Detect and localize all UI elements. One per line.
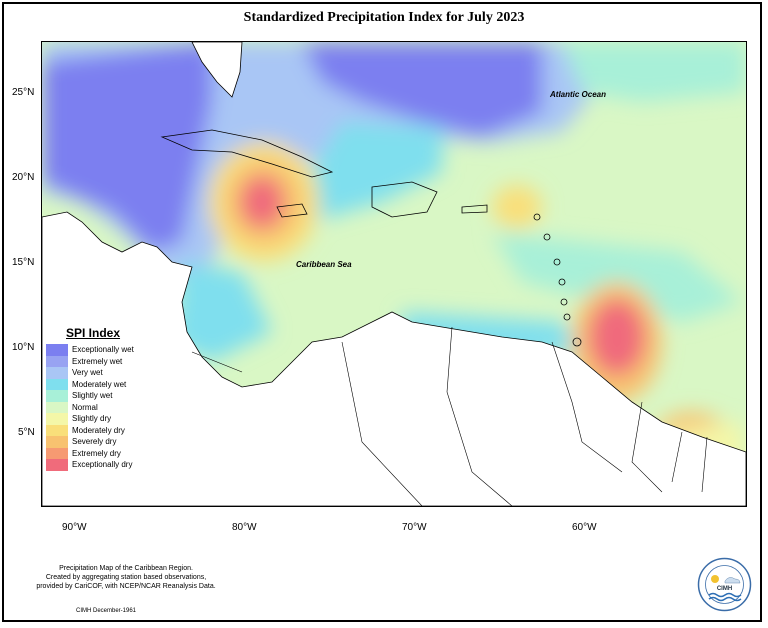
legend-swatch	[46, 447, 68, 459]
lat-label-25: 25°N	[12, 87, 35, 98]
lesser-antilles	[533, 213, 582, 347]
legend-label: Extremely wet	[72, 356, 123, 366]
legend-item: Exceptionally dry	[46, 459, 142, 471]
legend-item: Exceptionally wet	[46, 344, 142, 356]
lon-label-90: 90°W	[62, 522, 87, 533]
footer-line-3: provided by CariCOF, with NCEP/NCAR Rean…	[36, 583, 216, 590]
land-masses	[42, 42, 746, 506]
footer-line-2: Created by aggregating station based obs…	[45, 574, 207, 581]
legend-item: Extremely wet	[46, 355, 142, 367]
legend-swatch	[46, 390, 68, 402]
legend-swatch	[46, 344, 68, 356]
footer-date: CIMH December-1961	[76, 608, 137, 614]
footer-line-1: Precipitation Map of the Caribbean Regio…	[59, 565, 193, 572]
map-title: Standardized Precipitation Index for Jul…	[243, 10, 525, 25]
legend-item: Moderately dry	[46, 424, 142, 436]
atlantic-ocean-label: Atlantic Ocean	[550, 90, 607, 99]
legend-swatch	[46, 424, 68, 436]
legend-item: Extremely dry	[46, 447, 142, 459]
legend-swatch	[46, 367, 68, 379]
caribbean-sea-label: Caribbean Sea	[296, 260, 352, 269]
legend-swatch	[46, 459, 68, 471]
cimh-logo-text: CIMH	[716, 586, 733, 592]
legend-item: Severely dry	[46, 436, 142, 448]
lon-label-70: 70°W	[402, 522, 427, 533]
legend-item: Very wet	[46, 367, 142, 379]
legend-label: Normal	[72, 402, 98, 412]
legend-label: Severely dry	[72, 437, 117, 447]
legend-item: Slightly dry	[46, 413, 142, 425]
map-area: Atlantic Ocean Caribbean Sea	[41, 41, 747, 507]
lat-label-5: 5°N	[18, 427, 35, 438]
legend-swatch	[46, 355, 68, 367]
legend-swatch	[46, 413, 68, 425]
map-frame	[2, 2, 762, 622]
legend-label: Slightly wet	[72, 391, 113, 401]
footer-note: Precipitation Map of the Caribbean Regio…	[0, 564, 252, 591]
legend-swatch	[46, 401, 68, 413]
legend-item: Moderately wet	[46, 378, 142, 390]
legend-label: Exceptionally dry	[72, 460, 133, 470]
legend-item: Normal	[46, 401, 142, 413]
country-borders	[191, 326, 708, 506]
legend-item: Slightly wet	[46, 390, 142, 402]
legend-swatch	[46, 378, 68, 390]
legend-items: Exceptionally wet Extremely wet Very wet Mo…	[46, 344, 142, 471]
lat-label-10: 10°N	[12, 342, 35, 353]
legend-swatch	[46, 436, 68, 448]
spi-legend: SPI Index Exceptionally wet Extremely wet…	[46, 326, 142, 471]
spi-map	[42, 42, 746, 506]
cimh-logo: CIMH	[697, 557, 752, 612]
legend-label: Slightly dry	[72, 414, 112, 424]
lon-label-80: 80°W	[232, 522, 257, 533]
legend-label: Very wet	[72, 368, 103, 378]
legend-title: SPI Index	[66, 326, 121, 340]
spi-field	[42, 42, 746, 506]
lon-label-60: 60°W	[572, 522, 597, 533]
lat-label-15: 15°N	[12, 257, 35, 268]
legend-label: Moderately wet	[72, 379, 127, 389]
legend-label: Exceptionally wet	[72, 345, 134, 355]
legend-label: Extremely dry	[72, 448, 121, 458]
legend-label: Moderately dry	[72, 425, 125, 435]
lat-label-20: 20°N	[12, 172, 35, 183]
